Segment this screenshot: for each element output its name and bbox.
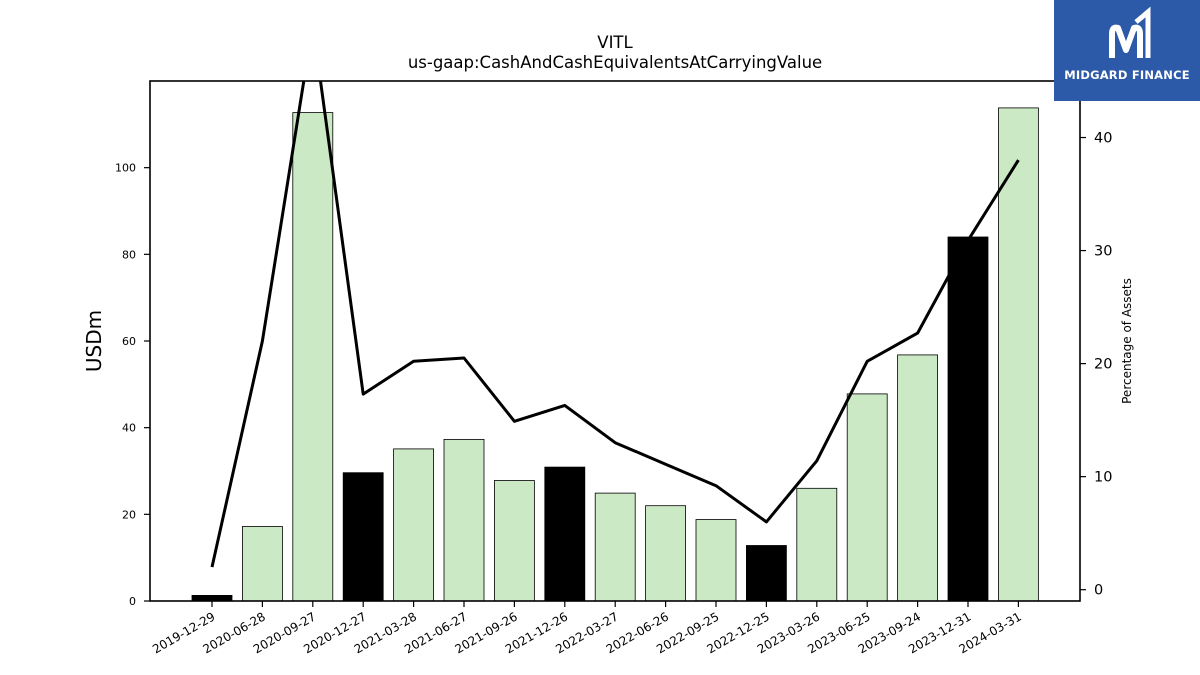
y2-tick-label: 30 xyxy=(1094,244,1112,260)
y-axis-left: 0 20 40 60 80 100 xyxy=(115,162,150,608)
bar-2023-03-26 xyxy=(796,487,838,602)
x-axis: 2019-12-292020-06-282020-09-272020-12-27… xyxy=(150,601,1024,656)
bar-2021-03-28 xyxy=(393,448,435,602)
bar-2022-12-25 xyxy=(746,545,787,602)
bar-2019-12-29 xyxy=(191,595,233,602)
y2-tick-label: 40 xyxy=(1094,131,1112,147)
bar-2020-09-27 xyxy=(292,112,334,602)
y2-tick-label: 10 xyxy=(1094,470,1112,486)
bar-2023-09-24 xyxy=(897,354,938,602)
bar-series xyxy=(191,107,1039,602)
y-tick-label: 20 xyxy=(122,508,136,521)
bar-2021-12-26 xyxy=(544,466,586,602)
y-tick-label: 60 xyxy=(122,335,136,348)
bar-2023-12-31 xyxy=(947,236,989,602)
line-series xyxy=(210,81,1020,568)
bar-2024-03-31 xyxy=(998,107,1039,602)
chart-subtitle: us-gaap:CashAndCashEquivalentsAtCarrying… xyxy=(408,53,822,72)
bar-2023-06-25 xyxy=(846,393,888,602)
bar-2022-03-27 xyxy=(594,492,636,602)
bar-2021-06-27 xyxy=(443,438,485,602)
bar-2022-06-26 xyxy=(645,505,686,602)
y2-tick-label: 20 xyxy=(1094,357,1112,373)
bar-2022-09-25 xyxy=(695,519,737,602)
bar-2021-09-26 xyxy=(493,480,535,602)
bar-2020-12-27 xyxy=(342,472,384,602)
y2-tick-label: 0 xyxy=(1094,583,1103,599)
percentage-line xyxy=(210,81,1020,568)
y-tick-label: 80 xyxy=(122,248,136,261)
chart-title: VITL xyxy=(597,33,633,52)
y2-axis-label: Percentage of Assets xyxy=(1120,278,1134,404)
bar-2020-06-28 xyxy=(241,526,283,602)
y-axis-label: USDm xyxy=(82,310,106,372)
brand-logo: MIDGARD FINANCE xyxy=(1054,0,1200,101)
logo-text: MIDGARD FINANCE xyxy=(1064,68,1190,82)
y-tick-label: 0 xyxy=(129,595,136,608)
y-tick-label: 100 xyxy=(115,162,136,175)
midgard-m-logo-icon xyxy=(1109,6,1151,58)
y-tick-label: 40 xyxy=(122,422,136,435)
y-axis-right: 0 10 20 30 40 xyxy=(1080,131,1112,599)
